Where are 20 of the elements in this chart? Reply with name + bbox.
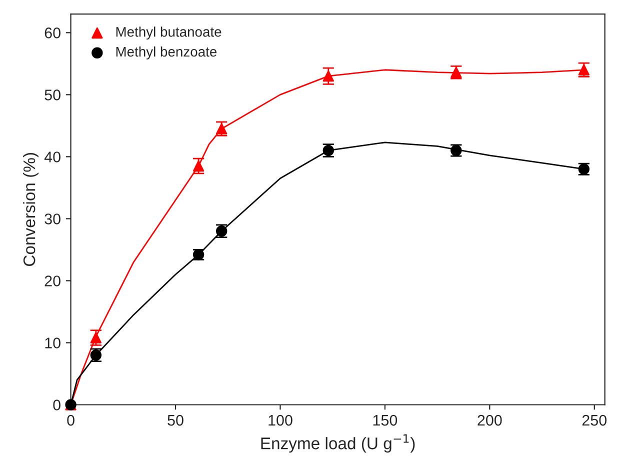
legend-label: Methyl butanoate [116, 26, 222, 40]
y-axis-title: Conversion (%) [22, 153, 39, 266]
point [192, 160, 204, 172]
y-tick-label: 30 [44, 214, 60, 224]
point [322, 70, 334, 82]
y-tick-label: 10 [45, 338, 60, 348]
y-tick-label: 60 [44, 28, 60, 38]
x-tick-label: 200 [478, 414, 502, 426]
y-tick-label: 0 [53, 400, 60, 410]
x-axis-title: Enzyme load (U g$^{−1}$) [261, 434, 415, 453]
legend-label: Methyl benzoate [116, 46, 217, 60]
y-tick-label: 40 [44, 152, 60, 162]
x-tick-label: 250 [582, 414, 607, 426]
x-tick-label: 100 [268, 414, 292, 426]
x-tick-label: 150 [373, 414, 398, 426]
y-tick-label: 20 [44, 276, 60, 286]
x-tick-label: 50 [168, 414, 184, 426]
y-tick-label: 50 [44, 90, 60, 100]
x-tick-label: 0 [67, 414, 74, 426]
point [90, 332, 102, 344]
